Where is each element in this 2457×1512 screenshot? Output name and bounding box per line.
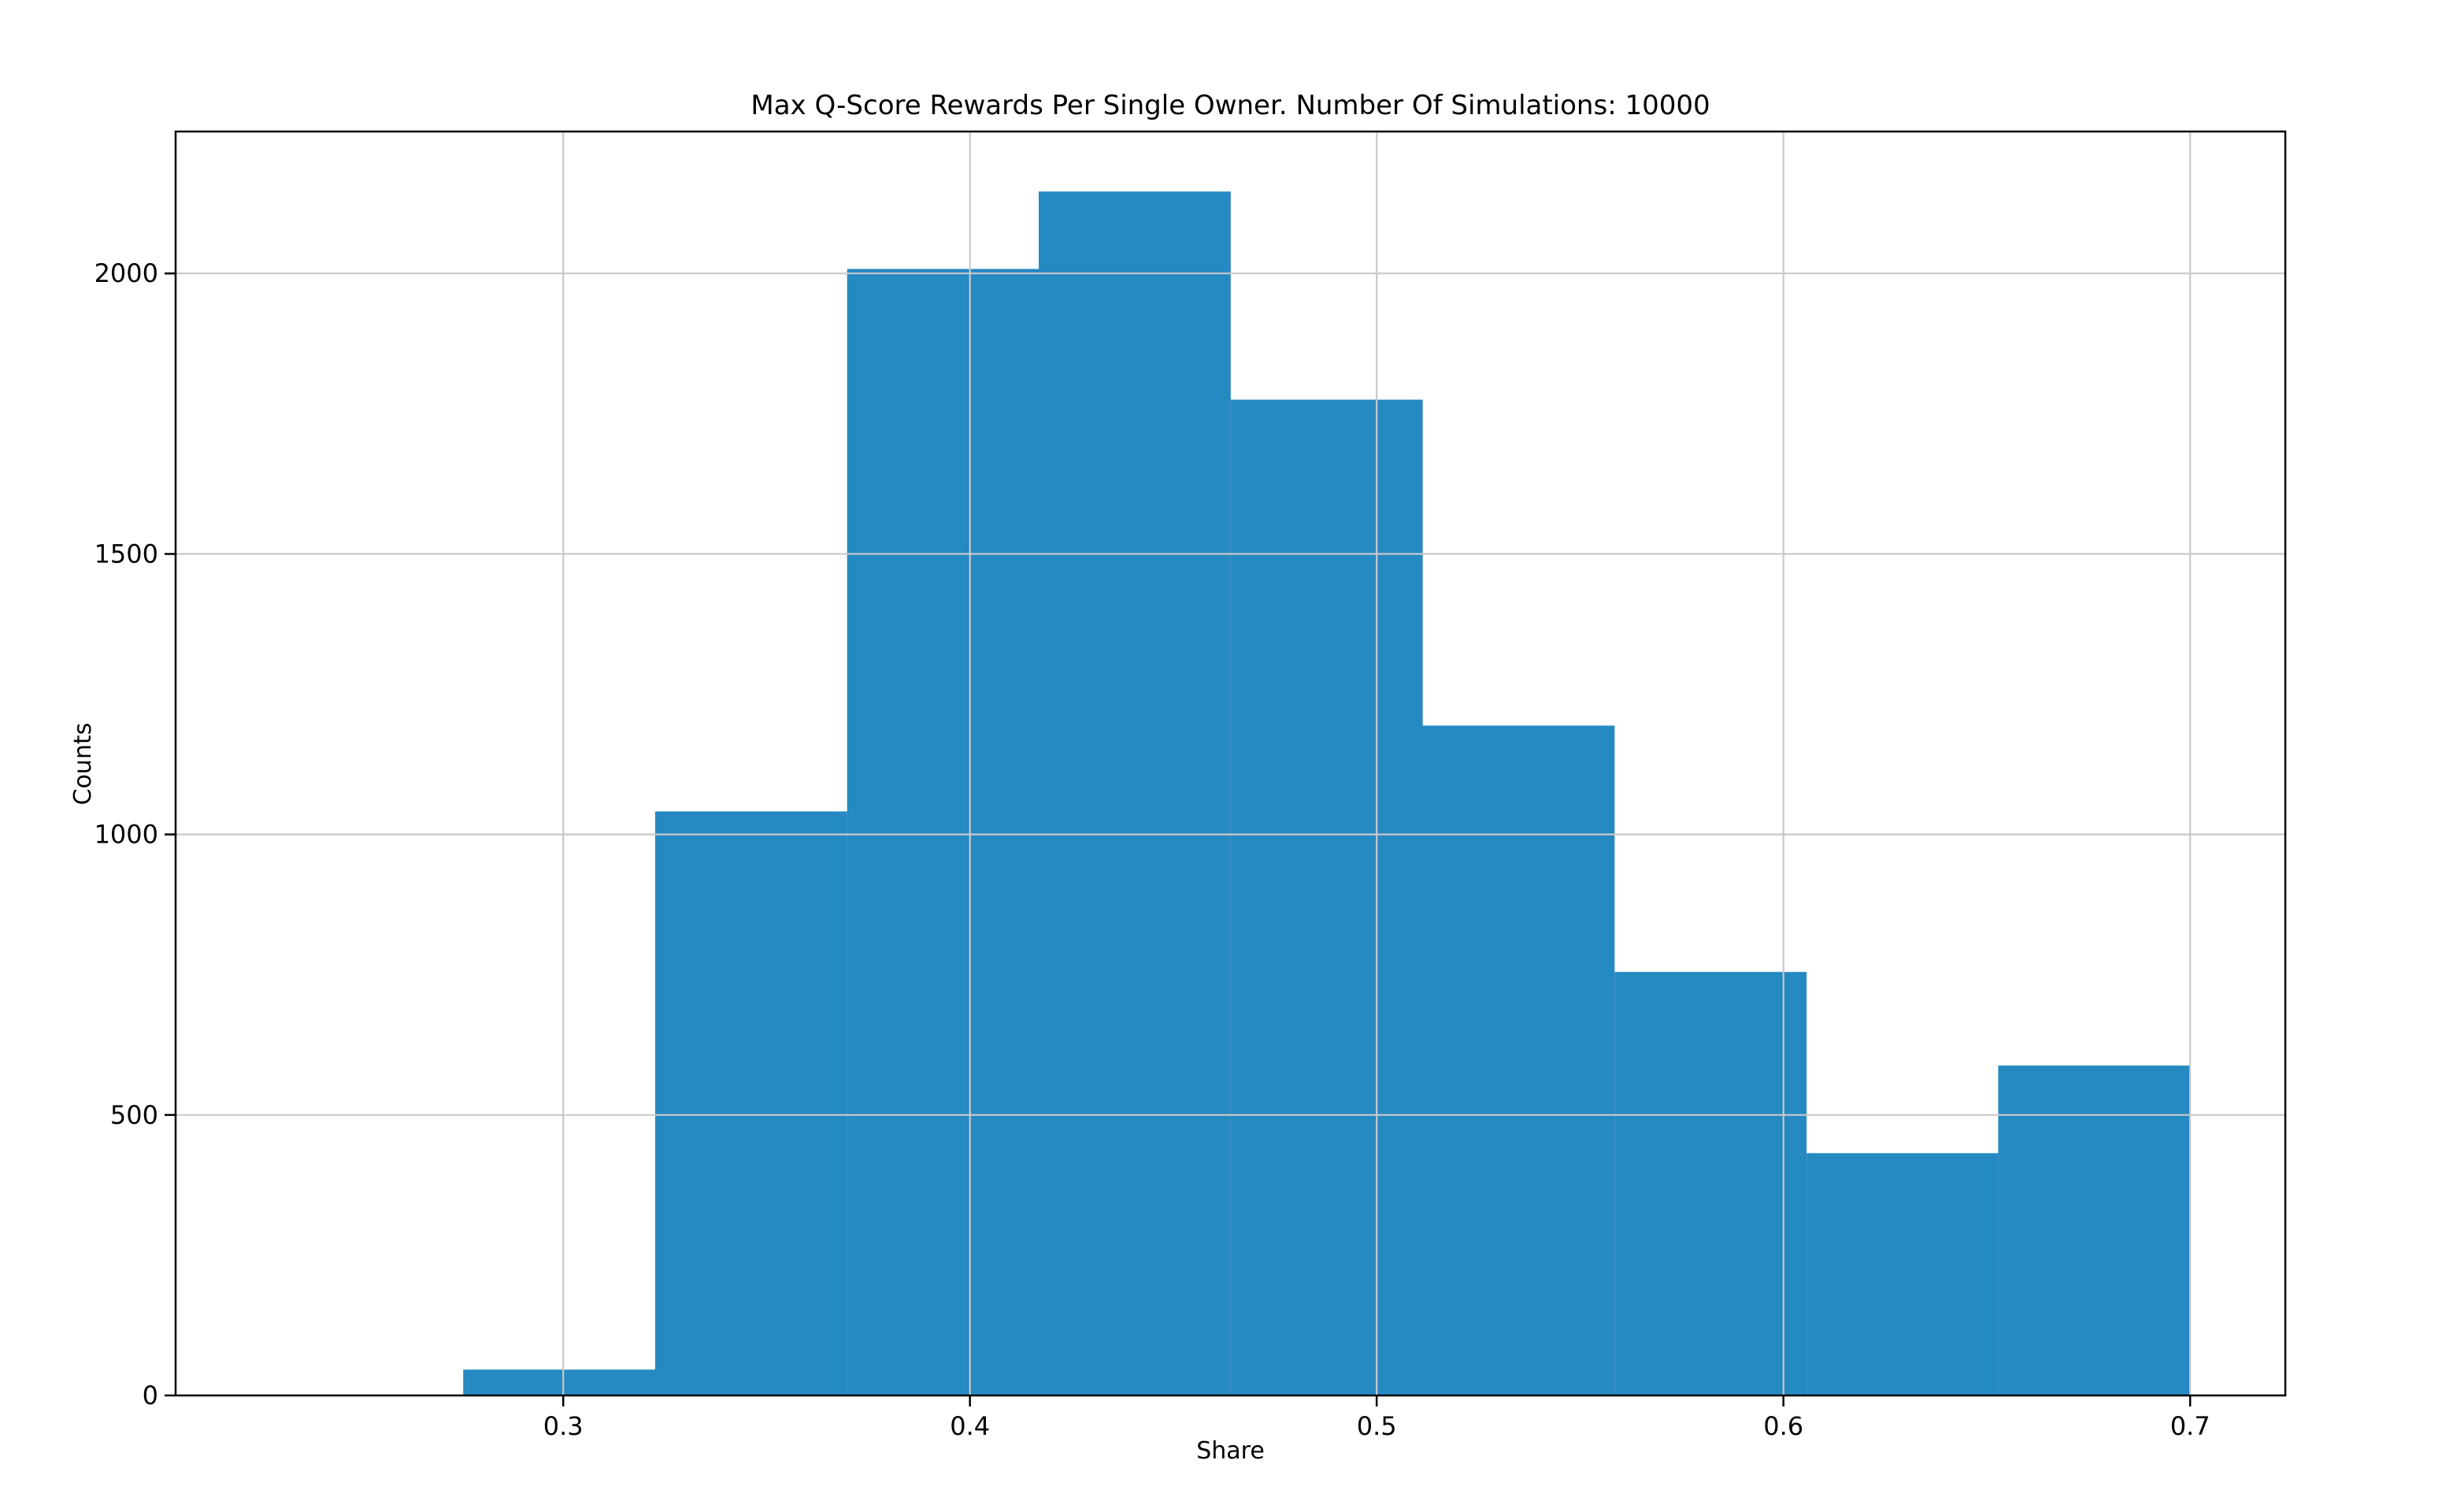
y-tick-label: 1000: [94, 820, 158, 850]
x-tick-label: 0.5: [1357, 1411, 1397, 1441]
histogram-bar: [1807, 1153, 1999, 1395]
x-tick-label: 0.3: [543, 1411, 584, 1441]
histogram-bar: [463, 1369, 655, 1395]
x-tick-label: 0.7: [2170, 1411, 2211, 1441]
y-tick-label: 1500: [94, 539, 158, 569]
x-tick-label: 0.4: [950, 1411, 990, 1441]
histogram-bar: [654, 811, 847, 1395]
axes-frame: [174, 130, 2287, 1397]
histogram-bar: [1039, 191, 1231, 1396]
histogram-bar: [847, 269, 1039, 1395]
histogram-bar: [1998, 1065, 2191, 1395]
histogram-bar: [1614, 972, 1807, 1395]
chart-title: Max Q-Score Rewards Per Single Owner. Nu…: [750, 90, 1710, 121]
y-tick-label: 0: [143, 1380, 158, 1410]
x-tick-label: 0.6: [1763, 1411, 1803, 1441]
y-tick-label: 500: [110, 1100, 158, 1130]
y-tick-label: 2000: [94, 258, 158, 288]
x-axis-label: Share: [1196, 1437, 1265, 1465]
histogram-bar: [1230, 399, 1423, 1395]
histogram-bar: [1422, 725, 1615, 1395]
